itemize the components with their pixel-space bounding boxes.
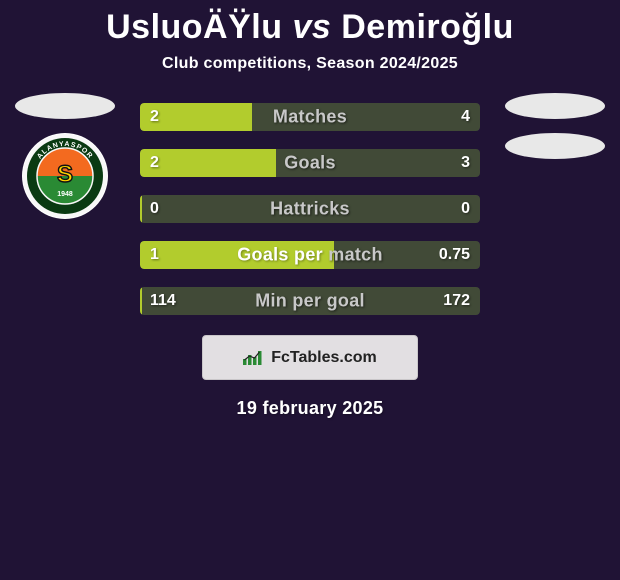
stat-value-left: 1 (150, 246, 159, 264)
title-player1: UsluoÄŸlu (106, 8, 282, 46)
crest-year: 1948 (57, 191, 73, 198)
bar-chart-icon (243, 349, 265, 367)
stat-value-right: 172 (443, 292, 470, 310)
stat-label: Goals per match (237, 245, 383, 266)
player2-placeholder (505, 93, 605, 119)
stat-row: Matches 2 4 (140, 103, 480, 131)
date-text: 19 february 2025 (0, 398, 620, 419)
stat-value-right: 0.75 (439, 246, 470, 264)
crest-letter-icon: S (57, 161, 73, 188)
stat-fill (140, 195, 142, 223)
subtitle: Club competitions, Season 2024/2025 (0, 55, 620, 73)
stat-label: Goals (284, 153, 336, 174)
stat-label: Matches (273, 107, 347, 128)
player1-placeholder (15, 93, 115, 119)
player1-club-crest: S 1948 ALANYASPOR (22, 133, 108, 219)
stat-value-right: 3 (461, 154, 470, 172)
fctables-text: FcTables.com (271, 349, 377, 367)
stat-value-left: 0 (150, 200, 159, 218)
left-column: S 1948 ALANYASPOR (10, 93, 120, 219)
title-vs: vs (292, 8, 331, 46)
stat-fill (140, 287, 142, 315)
comparison-bars: Matches 2 4 Goals 2 3 Hattricks 0 0 Goals per mat… (140, 103, 480, 315)
stat-label: Hattricks (270, 199, 350, 220)
stat-row: Goals per match 1 0.75 (140, 241, 480, 269)
player2-club-placeholder (505, 133, 605, 159)
fctables-badge: FcTables.com (202, 335, 418, 380)
title: UsluoÄŸlu vs Demiroğlu (0, 0, 620, 47)
stage: S 1948 ALANYASPOR Matches 2 4 Goals 2 3 Hattri… (0, 103, 620, 315)
title-player2: Demiroğlu (341, 8, 514, 46)
stat-value-right: 4 (461, 108, 470, 126)
stat-row: Goals 2 3 (140, 149, 480, 177)
stat-value-left: 114 (150, 292, 176, 310)
right-column (500, 93, 610, 159)
stat-value-right: 0 (461, 200, 470, 218)
stat-fill (140, 149, 276, 177)
comparison-card: UsluoÄŸlu vs Demiroğlu Club competitions… (0, 0, 620, 580)
stat-label: Min per goal (255, 291, 365, 312)
stat-value-left: 2 (150, 154, 159, 172)
stat-value-left: 2 (150, 108, 159, 126)
alanyaspor-crest-icon: S 1948 ALANYASPOR (22, 133, 108, 219)
stat-row: Min per goal 114 172 (140, 287, 480, 315)
stat-row: Hattricks 0 0 (140, 195, 480, 223)
